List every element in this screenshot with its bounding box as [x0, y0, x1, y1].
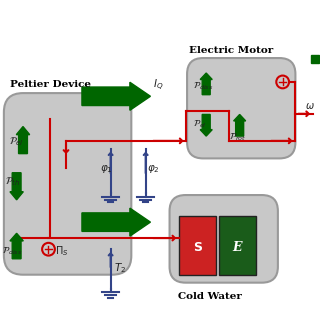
Text: $\mathcal{P}_{th}$: $\mathcal{P}_{th}$	[4, 175, 20, 188]
Text: $\mathcal{P}_{el}$: $\mathcal{P}_{el}$	[194, 118, 207, 130]
Polygon shape	[10, 233, 23, 259]
Text: $\mathcal{P}_{el}$: $\mathcal{P}_{el}$	[9, 135, 23, 148]
FancyBboxPatch shape	[4, 93, 131, 275]
FancyBboxPatch shape	[170, 195, 278, 283]
Polygon shape	[200, 73, 212, 95]
Text: $\varphi_2$: $\varphi_2$	[147, 163, 160, 175]
Text: $I_Q$: $I_Q$	[153, 78, 164, 93]
Polygon shape	[10, 173, 23, 200]
Text: $\omega$: $\omega$	[305, 101, 315, 111]
Text: $T_2$: $T_2$	[114, 261, 126, 275]
FancyBboxPatch shape	[179, 216, 216, 275]
Text: S: S	[193, 241, 202, 254]
Polygon shape	[200, 115, 212, 136]
Text: $\Pi_S$: $\Pi_S$	[55, 244, 68, 258]
FancyBboxPatch shape	[219, 216, 256, 275]
Polygon shape	[234, 115, 246, 136]
Text: E: E	[232, 241, 242, 254]
FancyBboxPatch shape	[187, 58, 295, 158]
Text: Cold Water: Cold Water	[178, 292, 241, 300]
Text: Peltier Device: Peltier Device	[10, 80, 91, 89]
Text: $\varphi_1$: $\varphi_1$	[100, 163, 113, 175]
Polygon shape	[82, 208, 150, 236]
Text: Electric Motor: Electric Motor	[189, 46, 273, 55]
Polygon shape	[16, 126, 30, 154]
Polygon shape	[82, 82, 150, 110]
Text: $\mathcal{P}_{diss}$: $\mathcal{P}_{diss}$	[2, 246, 23, 258]
Text: $\mathcal{P}_{rot}$: $\mathcal{P}_{rot}$	[229, 131, 247, 143]
Text: $\mathcal{P}_{diss}$: $\mathcal{P}_{diss}$	[194, 80, 214, 92]
